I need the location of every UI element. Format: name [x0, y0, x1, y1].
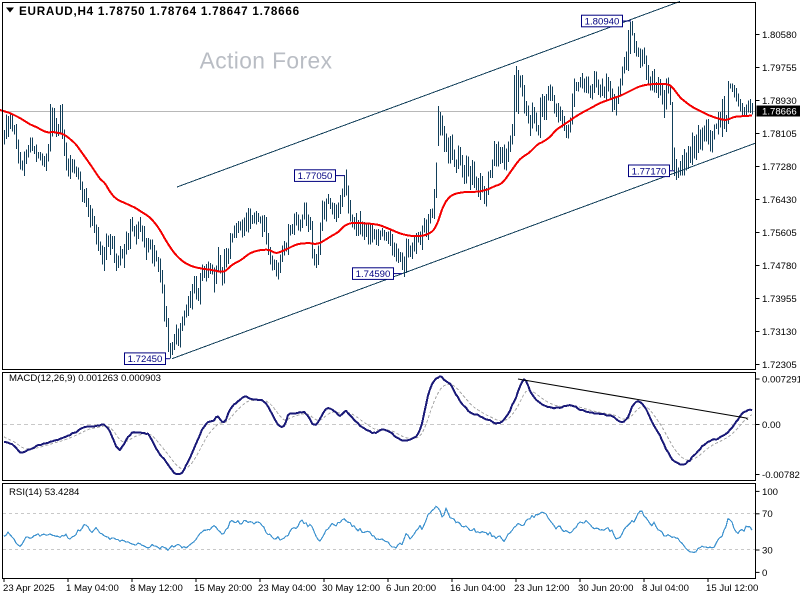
svg-text:1.78930: 1.78930 — [762, 96, 797, 107]
svg-text:1.75605: 1.75605 — [762, 228, 797, 239]
svg-text:1.73955: 1.73955 — [762, 294, 797, 305]
svg-text:8 May 12:00: 8 May 12:00 — [130, 583, 183, 594]
svg-text:EURAUD,H4 1.78750 1.78764 1.7: EURAUD,H4 1.78750 1.78764 1.78647 1.7866… — [19, 5, 300, 18]
svg-text:1.77280: 1.77280 — [762, 162, 797, 173]
svg-text:8 Jul 04:00: 8 Jul 04:00 — [642, 583, 689, 594]
svg-text:1.73130: 1.73130 — [762, 327, 797, 338]
svg-text:1.77170: 1.77170 — [632, 166, 667, 177]
svg-text:1 May 04:00: 1 May 04:00 — [66, 583, 119, 594]
svg-text:30 Jun 20:00: 30 Jun 20:00 — [578, 583, 633, 594]
svg-text:Action Forex: Action Forex — [200, 48, 333, 74]
svg-text:1.74590: 1.74590 — [356, 269, 391, 280]
svg-text:1.77050: 1.77050 — [298, 171, 333, 182]
svg-text:1.80940: 1.80940 — [585, 17, 620, 28]
svg-text:1.78105: 1.78105 — [762, 129, 797, 140]
svg-text:100: 100 — [762, 487, 778, 498]
svg-text:1.78666: 1.78666 — [762, 106, 797, 117]
svg-text:0.007291: 0.007291 — [762, 374, 800, 385]
svg-text:23 Apr 2025: 23 Apr 2025 — [3, 583, 55, 594]
svg-text:RSI(14) 53.4284: RSI(14) 53.4284 — [9, 487, 80, 498]
svg-text:1.74780: 1.74780 — [762, 261, 797, 272]
svg-text:23 May 04:00: 23 May 04:00 — [258, 583, 316, 594]
svg-text:6 Jun 20:00: 6 Jun 20:00 — [386, 583, 436, 594]
svg-text:0.00: 0.00 — [762, 420, 781, 431]
svg-text:MACD(12,26,9) 0.001263 0.00090: MACD(12,26,9) 0.001263 0.000903 — [9, 373, 161, 384]
svg-text:16 Jun 04:00: 16 Jun 04:00 — [450, 583, 505, 594]
svg-text:15 May 20:00: 15 May 20:00 — [194, 583, 252, 594]
svg-text:23 Jun 12:00: 23 Jun 12:00 — [514, 583, 569, 594]
svg-text:1.72450: 1.72450 — [128, 354, 163, 365]
svg-text:1.72305: 1.72305 — [762, 360, 797, 371]
svg-text:1.76430: 1.76430 — [762, 195, 797, 206]
svg-text:30 May 12:00: 30 May 12:00 — [322, 583, 380, 594]
svg-text:0: 0 — [762, 568, 767, 579]
svg-text:30: 30 — [762, 545, 773, 556]
svg-text:70: 70 — [762, 509, 773, 520]
svg-text:1.80580: 1.80580 — [762, 30, 797, 41]
svg-text:15 Jul 12:00: 15 Jul 12:00 — [706, 583, 758, 594]
svg-text:1.79755: 1.79755 — [762, 63, 797, 74]
svg-text:-0.00782: -0.00782 — [762, 470, 800, 481]
